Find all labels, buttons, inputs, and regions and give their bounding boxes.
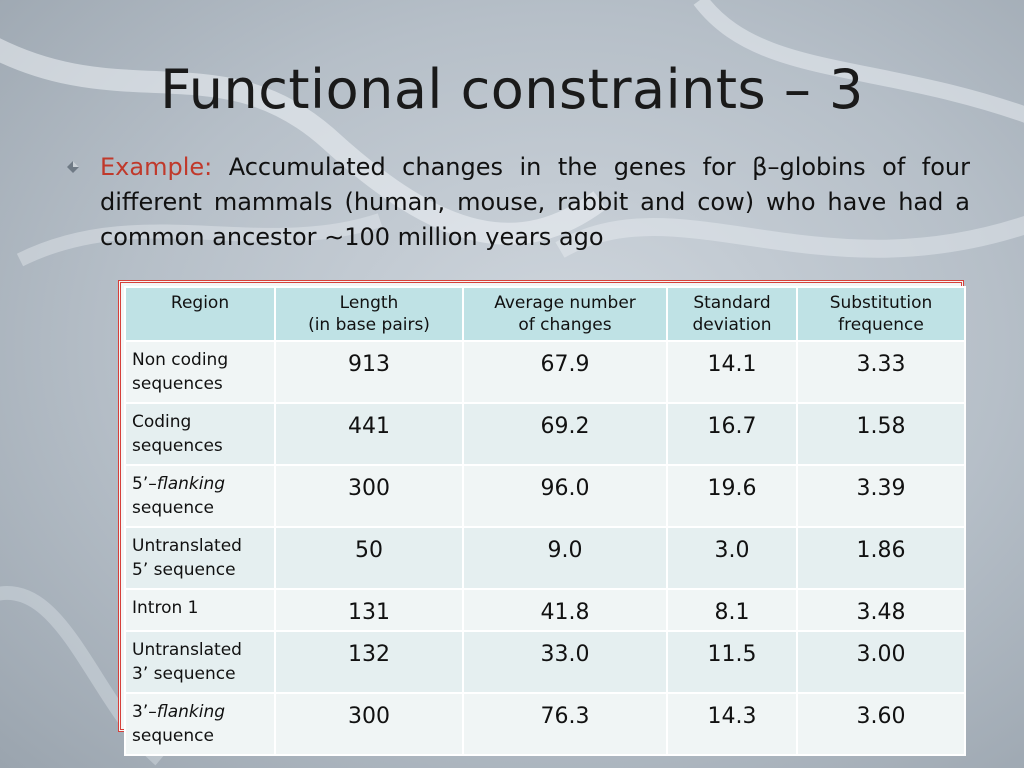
average-changes-cell: 33.0	[462, 630, 668, 694]
substitution-frequence-cell: 1.58	[796, 402, 966, 466]
header-length: Length (in base pairs)	[274, 286, 464, 342]
table-header-row: Region Length (in base pairs) Average num…	[124, 286, 966, 342]
region-cell: 3’–flanking sequence	[124, 692, 276, 756]
average-changes-cell: 76.3	[462, 692, 668, 756]
substitution-frequence-cell: 3.39	[796, 464, 966, 528]
standard-deviation-cell: 11.5	[666, 630, 798, 694]
header-region: Region	[124, 286, 276, 342]
standard-deviation-cell: 14.1	[666, 340, 798, 404]
header-average-changes: Average number of changes	[462, 286, 668, 342]
standard-deviation-cell: 8.1	[666, 588, 798, 632]
substitution-frequence-cell: 3.33	[796, 340, 966, 404]
table-row: Untranslated 5’ sequence 50 9.0 3.0 1.86	[124, 526, 966, 590]
length-cell: 913	[274, 340, 464, 404]
length-cell: 300	[274, 692, 464, 756]
substitution-frequence-cell: 1.86	[796, 526, 966, 590]
region-cell: Non coding sequences	[124, 340, 276, 404]
length-cell: 50	[274, 526, 464, 590]
standard-deviation-cell: 3.0	[666, 526, 798, 590]
table-row: Non coding sequences 913 67.9 14.1 3.33	[124, 340, 966, 404]
substitution-table-frame: Region Length (in base pairs) Average num…	[118, 280, 966, 756]
region-cell: Untranslated 5’ sequence	[124, 526, 276, 590]
table-row: Intron 1 131 41.8 8.1 3.48	[124, 588, 966, 632]
substitution-table: Region Length (in base pairs) Average num…	[124, 286, 966, 756]
region-cell: Untranslated 3’ sequence	[124, 630, 276, 694]
example-label: Example:	[100, 153, 213, 181]
length-cell: 132	[274, 630, 464, 694]
region-cell: Intron 1	[124, 588, 276, 632]
table-row: Untranslated 3’ sequence 132 33.0 11.5 3.…	[124, 630, 966, 694]
substitution-frequence-cell: 3.00	[796, 630, 966, 694]
header-standard-deviation: Standard deviation	[666, 286, 798, 342]
example-bullet: Example: Accumulated changes in the gene…	[67, 150, 970, 255]
average-changes-cell: 67.9	[462, 340, 668, 404]
table-row: Coding sequences 441 69.2 16.7 1.58	[124, 402, 966, 466]
region-cell: Coding sequences	[124, 402, 276, 466]
length-cell: 131	[274, 588, 464, 632]
example-text: Accumulated changes in the genes for β–g…	[100, 153, 970, 251]
standard-deviation-cell: 14.3	[666, 692, 798, 756]
average-changes-cell: 69.2	[462, 402, 668, 466]
table-row: 5’–flanking sequence 300 96.0 19.6 3.39	[124, 464, 966, 528]
standard-deviation-cell: 19.6	[666, 464, 798, 528]
length-cell: 300	[274, 464, 464, 528]
average-changes-cell: 96.0	[462, 464, 668, 528]
average-changes-cell: 41.8	[462, 588, 668, 632]
standard-deviation-cell: 16.7	[666, 402, 798, 466]
diamond-bullet-icon	[67, 161, 79, 173]
region-cell: 5’–flanking sequence	[124, 464, 276, 528]
average-changes-cell: 9.0	[462, 526, 668, 590]
substitution-frequence-cell: 3.60	[796, 692, 966, 756]
slide-title: Functional constraints – 3	[160, 58, 864, 121]
length-cell: 441	[274, 402, 464, 466]
substitution-frequence-cell: 3.48	[796, 588, 966, 632]
table-row: 3’–flanking sequence 300 76.3 14.3 3.60	[124, 692, 966, 756]
header-substitution-frequence: Substitution frequence	[796, 286, 966, 342]
